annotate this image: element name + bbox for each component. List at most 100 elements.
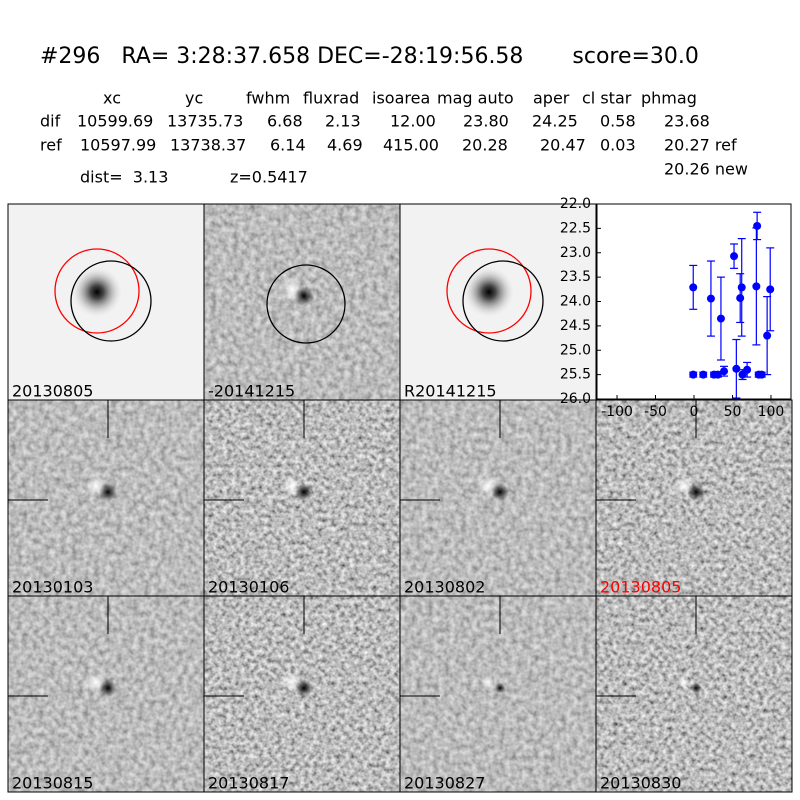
- table-cell: 6.14: [270, 136, 306, 155]
- image: [596, 596, 792, 792]
- table-cell: 23.80: [463, 112, 509, 131]
- title: #296 RA= 3:28:37.658 DEC=-28:19:56.58 sc…: [40, 44, 699, 69]
- aperture-red: [54, 248, 140, 334]
- blob-white: [482, 676, 494, 688]
- y-tick-label: 26.0: [560, 391, 591, 407]
- image-panel: 20130805: [7, 203, 205, 401]
- stamp: 20130830: [595, 595, 793, 793]
- point: [699, 370, 708, 379]
- star: [71, 266, 123, 318]
- stamp: 20130805: [595, 399, 793, 597]
- aperture-black: [266, 264, 346, 344]
- stamp: 20130827: [399, 595, 597, 793]
- stamp-label: 20130106: [208, 578, 289, 597]
- y-tick-label: 25.5: [560, 367, 591, 383]
- point: [689, 283, 698, 292]
- x-tick-label: 100: [758, 404, 785, 420]
- x-tick-label: -100: [601, 404, 633, 420]
- image: [400, 596, 596, 792]
- point: [752, 282, 761, 291]
- point: [730, 252, 739, 261]
- table-cell: 20.28: [462, 136, 508, 155]
- table-cell: 4.69: [327, 136, 363, 155]
- stamp-label: 20130827: [404, 774, 485, 793]
- stamp-label: 20130830: [600, 774, 681, 793]
- redshift: z=0.5417: [230, 168, 308, 187]
- y-tick-label: 22.0: [560, 196, 591, 212]
- table-cell: 0.58: [600, 112, 636, 131]
- x-tick-label: 0: [690, 404, 699, 420]
- stamp-label: 20130817: [208, 774, 289, 793]
- aperture-black: [70, 260, 152, 342]
- y-tick-label: 22.5: [560, 220, 591, 236]
- panel-label: -20141215: [208, 382, 295, 401]
- stamp: 20130106: [203, 399, 401, 597]
- column-header: cl star: [582, 89, 632, 108]
- stamp: 20130817: [203, 595, 401, 793]
- table-cell: 13738.37: [170, 136, 246, 155]
- y-tick-label: 24.0: [560, 294, 591, 310]
- table-cell: 10599.69: [77, 112, 153, 131]
- blob-black: [99, 679, 117, 697]
- point: [757, 370, 766, 379]
- aperture-black: [462, 260, 544, 342]
- stamp-label: 20130815: [12, 774, 93, 793]
- blob-black: [295, 679, 313, 697]
- blob-black: [491, 483, 509, 501]
- stamp: 20130103: [7, 399, 205, 597]
- note: 20.26 new: [664, 160, 748, 179]
- point: [732, 364, 741, 373]
- table-cell: 24.25: [532, 112, 578, 131]
- column-header: mag auto: [437, 89, 514, 108]
- table-cell: 0.03: [600, 136, 636, 155]
- x-tick-label: 50: [724, 404, 742, 420]
- table-cell: 6.68: [267, 112, 303, 131]
- point: [689, 370, 698, 379]
- stamp: 20130815: [7, 595, 205, 793]
- stamp: 20130802: [399, 399, 597, 597]
- column-header: aper: [533, 89, 570, 108]
- chart-frame: [596, 203, 792, 400]
- frame: [595, 595, 793, 793]
- x-tick-label: -50: [644, 404, 667, 420]
- blob-black: [494, 682, 506, 694]
- point: [713, 370, 722, 379]
- point: [720, 367, 729, 376]
- point: [753, 221, 762, 230]
- table-cell: ref: [40, 136, 62, 155]
- point: [763, 331, 772, 340]
- point: [766, 285, 775, 294]
- column-header: phmag: [641, 89, 697, 108]
- blob-white: [678, 676, 690, 688]
- column-header: yc: [185, 89, 203, 108]
- column-header: xc: [103, 89, 121, 108]
- point: [706, 294, 715, 303]
- table-cell: 415.00: [383, 136, 439, 155]
- panel-label: 20130805: [12, 382, 93, 401]
- point: [736, 294, 745, 303]
- table-cell: 10597.99: [80, 136, 156, 155]
- y-tick-label: 23.0: [560, 245, 591, 261]
- stamp-label: 20130103: [12, 578, 93, 597]
- star: [463, 266, 515, 318]
- table-cell: dif: [40, 112, 61, 131]
- stamp-label: 20130802: [404, 578, 485, 597]
- table-cell: 20.27 ref: [664, 136, 737, 155]
- table-cell: 23.68: [664, 112, 710, 131]
- table-cell: 12.00: [390, 112, 436, 131]
- blob-black: [690, 682, 702, 694]
- column-header: isoarea: [372, 89, 430, 108]
- blob-black: [687, 483, 705, 501]
- y-tick-label: 23.5: [560, 269, 591, 285]
- point: [716, 314, 725, 323]
- chart-background: [597, 204, 791, 399]
- table-cell: 20.47: [540, 136, 586, 155]
- image-panel: -20141215: [203, 203, 401, 401]
- blob-black: [294, 286, 314, 306]
- blob-black: [295, 483, 313, 501]
- point: [737, 283, 746, 292]
- stamp-label: 20130805: [600, 578, 681, 597]
- aperture-red: [446, 248, 532, 334]
- dist: dist= 3.13: [80, 168, 168, 187]
